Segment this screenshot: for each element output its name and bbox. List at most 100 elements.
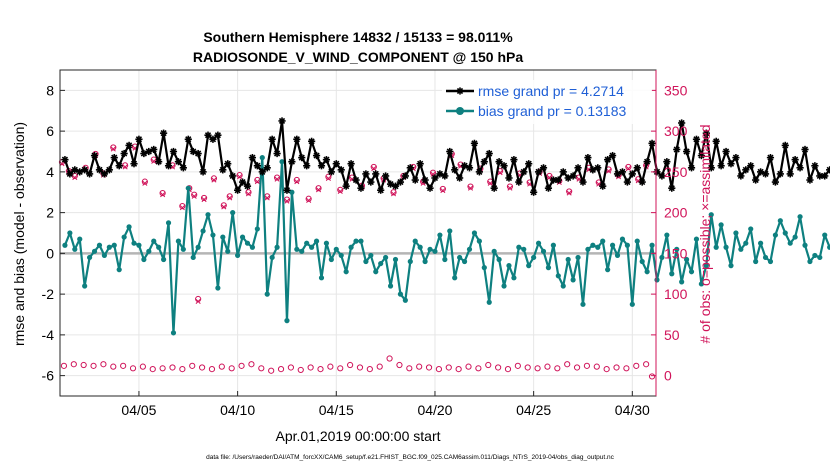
asterisk-stroke [796, 164, 804, 171]
rmse-point [495, 158, 503, 166]
bias-point [659, 254, 665, 261]
bias-point [550, 242, 556, 248]
obs-possible-point [120, 362, 127, 369]
rmse-point [169, 147, 178, 156]
bias-point [762, 254, 769, 261]
cross-stroke-b [430, 171, 436, 177]
bias-point [792, 234, 798, 240]
asterisk-stroke [125, 142, 133, 149]
asterisk-stroke [431, 174, 439, 182]
asterisk-stroke [165, 162, 172, 169]
asterisk-stroke [806, 176, 814, 184]
rmse-point [130, 160, 138, 168]
obs-possible-point [337, 186, 344, 193]
obs-possible-point [141, 178, 148, 185]
rmse-point [697, 151, 705, 160]
asterisk-stroke [367, 178, 374, 186]
obs-possible-point [435, 366, 443, 373]
bias-point [121, 234, 127, 240]
asterisk-stroke [135, 136, 143, 143]
asterisk-stroke [698, 152, 705, 159]
asterisk-stroke [116, 162, 123, 169]
rmse-point [451, 166, 459, 174]
y-right-tick-label: 100 [664, 286, 688, 302]
asterisk-stroke [495, 158, 503, 165]
rmse-point [288, 158, 296, 166]
asterisk-stroke [441, 172, 448, 180]
obs-possible-point [504, 366, 512, 373]
x-tick-label: 04/20 [417, 402, 452, 418]
obs-possible-point [534, 365, 541, 372]
obs-assimilated-point [467, 185, 474, 191]
asterisk-stroke [811, 162, 818, 169]
bias-point [412, 238, 418, 244]
asterisk-stroke [347, 160, 355, 167]
bias-point [417, 244, 423, 250]
bias-point [649, 242, 655, 248]
asterisk-stroke [742, 166, 749, 173]
rmse-point [766, 154, 775, 162]
rmse-point [81, 166, 89, 174]
cross-stroke-b [596, 181, 602, 187]
bias-point [575, 254, 581, 261]
asterisk-stroke [540, 164, 547, 171]
obs-possible-point [583, 362, 591, 369]
rmse-point [806, 176, 814, 184]
asterisk-stroke [229, 172, 236, 180]
asterisk-stroke [204, 132, 212, 139]
rmse-point [441, 172, 449, 180]
asterisk-stroke [525, 160, 532, 167]
bias-point [141, 256, 147, 263]
bias-point [289, 189, 295, 195]
rmse-point [520, 168, 528, 176]
bias-point [220, 234, 226, 240]
rmse-point [377, 186, 385, 194]
obs-assimilated-point [264, 195, 270, 201]
obs-possible-point [258, 365, 265, 372]
obs-possible-point [327, 363, 334, 370]
asterisk-stroke [653, 168, 661, 175]
rmse-point [781, 141, 789, 149]
obs-assimilated-point [245, 191, 252, 197]
obs-possible-point [226, 193, 233, 200]
bias-point [506, 263, 512, 269]
rmse-point [184, 135, 192, 143]
bias-point [698, 281, 704, 287]
bias-point [387, 283, 394, 289]
asterisk-stroke [579, 178, 587, 186]
obs-possible-point [564, 361, 571, 368]
rmse-point [470, 139, 479, 147]
obs-assimilated-point [211, 177, 217, 183]
asterisk-stroke [708, 164, 715, 171]
asterisk-stroke [308, 138, 315, 145]
bias-point [545, 265, 552, 271]
bias-point [67, 230, 73, 236]
chart-title-line2: RADIOSONDE_V_WIND_COMPONENT @ 150 hPa [193, 49, 523, 65]
rmse-point [268, 135, 276, 143]
footer-datafile: data file: /Users/raeder/DAI/ATM_forcXX/… [206, 454, 615, 461]
asterisk-stroke [550, 176, 557, 184]
rmse-point [66, 170, 74, 178]
bias-point [708, 212, 714, 218]
rmse-point [702, 129, 710, 137]
bias-point [338, 252, 344, 259]
rmse-point [105, 166, 113, 174]
bias-point [264, 291, 270, 297]
asterisk-stroke [195, 150, 202, 157]
obs-possible-point [633, 362, 640, 369]
rmse-point [416, 160, 424, 168]
asterisk-stroke [505, 174, 513, 182]
axes-layer: -6 -4 -2 0 2 4 6 8 0 50 100 150 200 250 300 350 04/05 04/… [42, 69, 688, 418]
bias-point [358, 238, 364, 244]
obs-possible-point [110, 144, 117, 151]
rmse-point [648, 139, 656, 147]
obs-possible-point [293, 176, 300, 184]
rmse-point [534, 168, 543, 176]
bias-point [743, 240, 749, 246]
cross-stroke-b [221, 204, 227, 210]
asterisk-stroke [629, 170, 636, 178]
bias-point [230, 210, 236, 216]
asterisk-stroke [816, 172, 823, 180]
rmse-point [411, 176, 419, 184]
asterisk-stroke [787, 170, 794, 178]
